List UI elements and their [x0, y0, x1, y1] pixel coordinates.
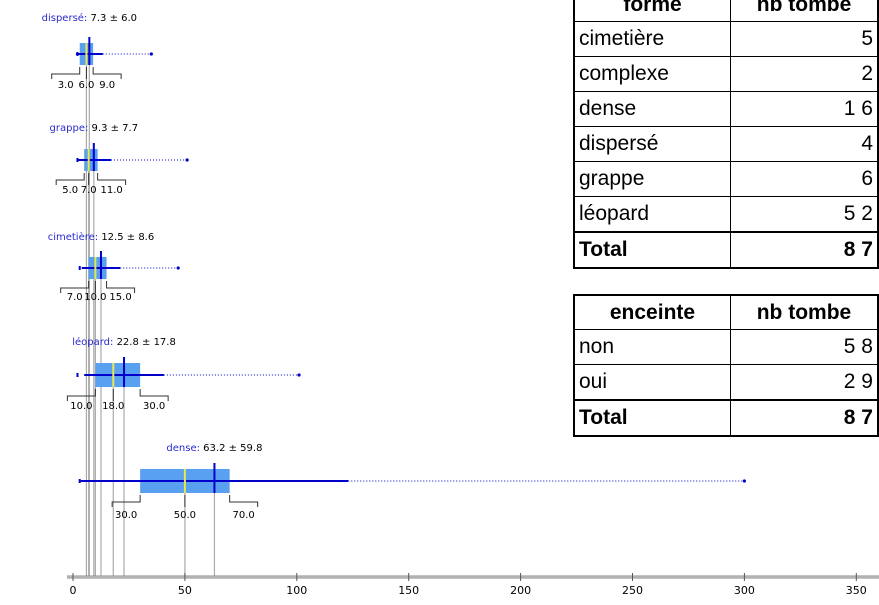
- table-enceinte: enceinte nb tombe non 5 8 oui 2 9 Total …: [573, 294, 879, 437]
- table-cell: 2 9: [729, 364, 879, 401]
- x-axis-tick-label: 250: [622, 584, 643, 597]
- table-cell: oui: [573, 364, 731, 401]
- table-cell: Total: [573, 231, 732, 269]
- quartile-tick-label: 50.0: [174, 510, 196, 521]
- table-cell: grappe: [573, 161, 732, 197]
- q3-bracket: [229, 495, 259, 507]
- table-cell: dispersé: [573, 126, 732, 162]
- quartile-tick-label: 10.0: [84, 292, 106, 303]
- table-cell: 2: [730, 56, 879, 92]
- quartile-tick-label: 15.0: [109, 292, 131, 303]
- x-axis-tick-label: 0: [70, 584, 77, 597]
- series-label: grappe: 9.3 ± 7.7: [50, 123, 139, 134]
- table-cell: 1 6: [730, 91, 879, 127]
- quartile-tick-label: 3.0: [58, 80, 74, 91]
- max-point: [185, 158, 189, 162]
- table-cell: non: [573, 329, 731, 365]
- q1-bracket: [66, 389, 96, 401]
- table-row: cimetière 5: [573, 21, 879, 57]
- series-label: léopard: 22.8 ± 17.8: [72, 336, 176, 348]
- q1-bracket: [60, 281, 90, 293]
- x-axis-tick-label: 350: [846, 584, 867, 597]
- table-cell: 8 7: [729, 399, 879, 437]
- table-row: oui 2 9: [573, 364, 879, 401]
- q1-bracket: [55, 173, 85, 185]
- quartile-tick-label: 7.0: [81, 185, 97, 196]
- table-cell: Total: [573, 399, 731, 437]
- table-header: enceinte: [573, 294, 731, 330]
- table-cell: 4: [730, 126, 879, 162]
- quartile-tick-label: 18.0: [102, 401, 124, 412]
- x-axis-tick-label: 150: [398, 584, 419, 597]
- table-header: nb tombe: [730, 0, 879, 22]
- q3-bracket: [97, 173, 127, 185]
- quartile-tick-label: 9.0: [99, 80, 115, 91]
- quartile-tick-label: 70.0: [233, 510, 255, 521]
- max-point: [176, 266, 180, 270]
- table-header-row: enceinte nb tombe: [573, 294, 879, 330]
- quartile-tick-label: 5.0: [62, 185, 78, 196]
- table-header: nb tombe: [729, 294, 879, 330]
- q3-bracket: [139, 389, 169, 401]
- q1-bracket: [51, 67, 81, 79]
- quartile-tick-label: 30.0: [143, 401, 165, 412]
- table-cell: léopard: [573, 196, 732, 233]
- table-cell: 6: [730, 161, 879, 197]
- table-row: léopard 5 2: [573, 196, 879, 233]
- x-axis-tick-label: 200: [510, 584, 531, 597]
- table-cell: 8 7: [730, 231, 879, 269]
- quartile-tick-label: 30.0: [115, 510, 137, 521]
- quartile-tick-label: 6.0: [78, 80, 94, 91]
- table-row: grappe 6: [573, 161, 879, 197]
- table-cell: 5 8: [729, 329, 879, 365]
- q3-bracket: [106, 281, 136, 293]
- table-row: dispersé 4: [573, 126, 879, 162]
- table-header-row: forme nb tombe: [573, 0, 879, 22]
- table-cell: dense: [573, 91, 732, 127]
- quartile-tick-label: 11.0: [100, 185, 122, 196]
- q1-bracket: [111, 495, 141, 507]
- table-forme: forme nb tombe cimetière 5 complexe 2 de…: [573, 0, 879, 269]
- x-axis-tick-label: 50: [178, 584, 192, 597]
- x-axis-tick-label: 100: [286, 584, 307, 597]
- x-axis-tick-label: 300: [734, 584, 755, 597]
- q3-bracket: [92, 67, 122, 79]
- table-total-row: Total 8 7: [573, 399, 879, 437]
- table-cell: 5 2: [730, 196, 879, 233]
- max-point: [742, 479, 747, 483]
- quartile-tick-label: 7.0: [67, 292, 83, 303]
- table-cell: 5: [730, 21, 879, 57]
- table-header: forme: [573, 0, 732, 22]
- table-total-row: Total 8 7: [573, 231, 879, 269]
- series-label: cimetière: 12.5 ± 8.6: [48, 231, 155, 243]
- max-point: [149, 52, 153, 56]
- table-row: complexe 2: [573, 56, 879, 92]
- table-cell: cimetière: [573, 21, 732, 57]
- table-row: non 5 8: [573, 329, 879, 365]
- quartile-tick-label: 10.0: [70, 401, 92, 412]
- max-point: [297, 373, 301, 377]
- series-label: dispersé: 7.3 ± 6.0: [42, 12, 137, 24]
- table-row: dense 1 6: [573, 91, 879, 127]
- table-cell: complexe: [573, 56, 732, 92]
- series-label: dense: 63.2 ± 59.8: [166, 443, 262, 454]
